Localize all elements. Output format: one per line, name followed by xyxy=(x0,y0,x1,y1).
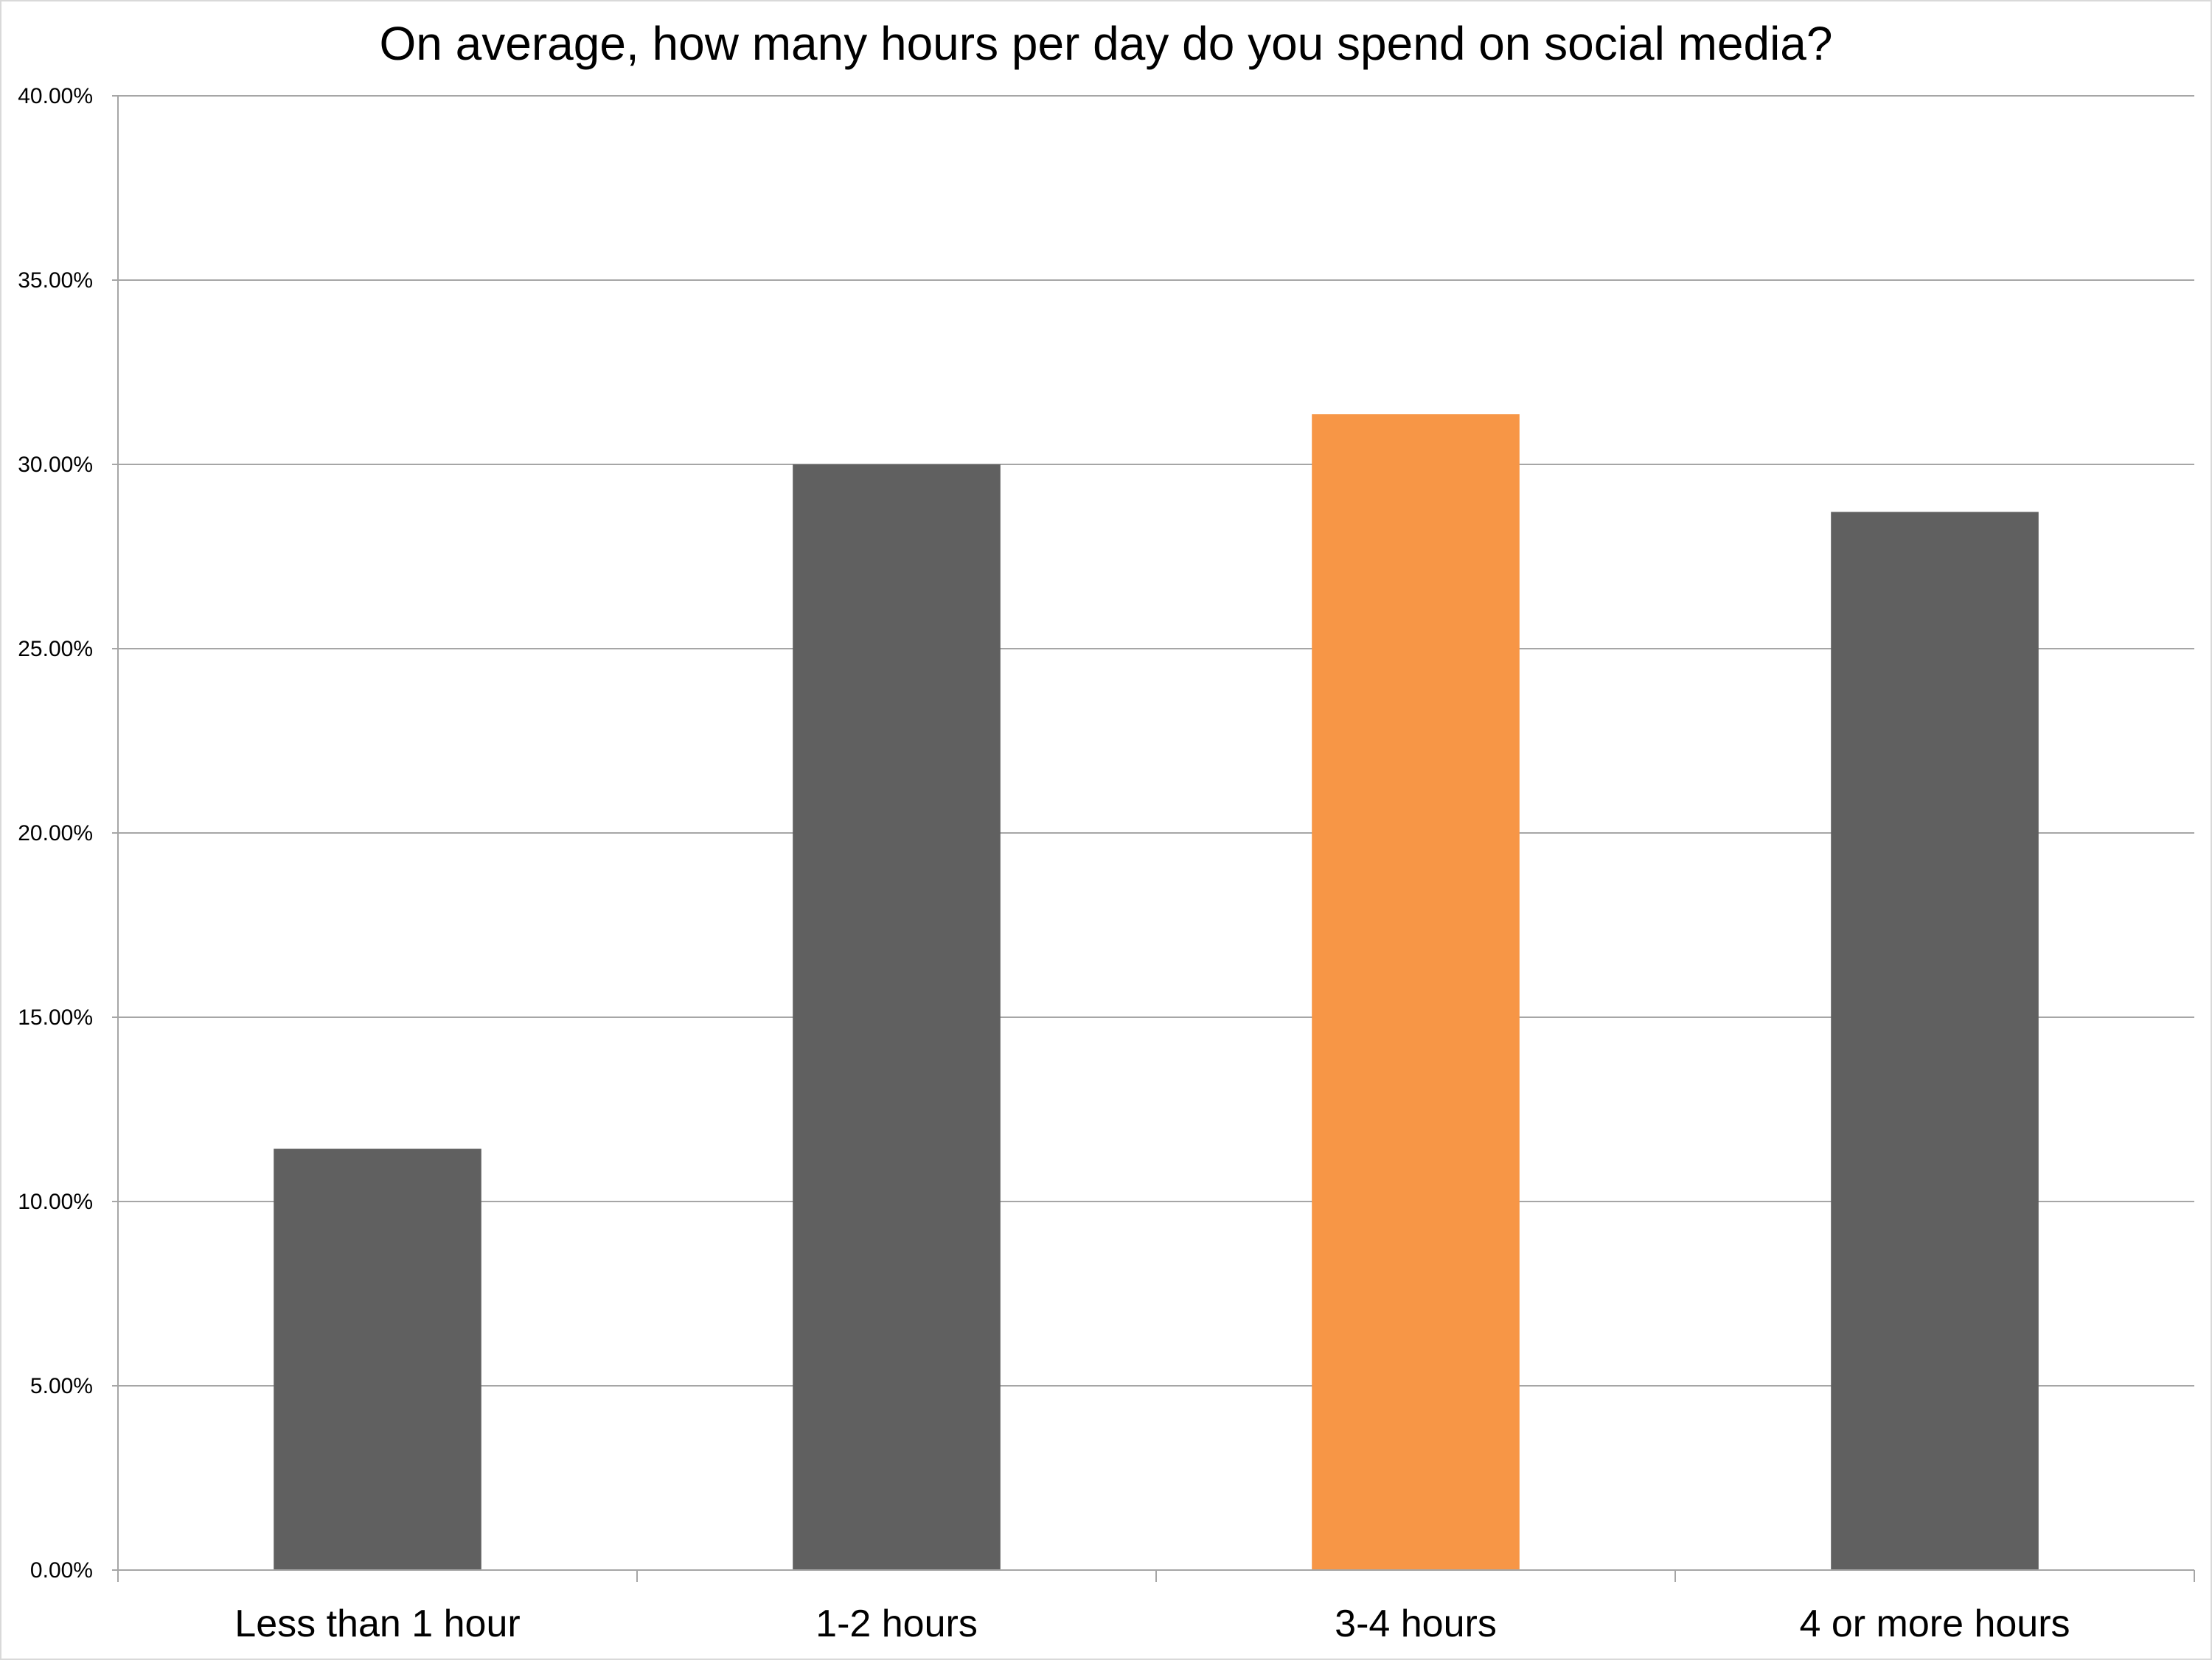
y-tick-label: 30.00% xyxy=(18,453,93,477)
axis-labels: 0.00% 5.00% 10.00% 15.00% 20.00% 25.00% 30.00%… xyxy=(18,84,2070,1645)
y-tick-label: 35.00% xyxy=(18,268,93,293)
bar-4-or-more-hours xyxy=(1831,512,2039,1570)
y-tick-label: 40.00% xyxy=(18,84,93,108)
axes xyxy=(117,96,2195,1582)
y-tick-label: 15.00% xyxy=(18,1005,93,1030)
x-category-label: Less than 1 hour xyxy=(234,1603,520,1645)
bars xyxy=(274,414,2039,1570)
y-tick-label: 25.00% xyxy=(18,637,93,661)
bar-3-4-hours xyxy=(1312,414,1520,1570)
y-tick-label: 10.00% xyxy=(18,1190,93,1214)
bar-less-than-1-hour xyxy=(274,1148,481,1570)
y-tick-label: 20.00% xyxy=(18,821,93,845)
y-tick-label: 0.00% xyxy=(30,1558,93,1583)
x-category-label: 3-4 hours xyxy=(1335,1603,1497,1645)
bar-1-2-hours xyxy=(793,464,1001,1570)
x-category-label: 1-2 hours xyxy=(815,1603,978,1645)
chart-title: On average, how many hours per day do yo… xyxy=(379,17,1833,70)
y-tick-label: 5.00% xyxy=(30,1374,93,1398)
x-category-label: 4 or more hours xyxy=(1799,1603,2070,1645)
